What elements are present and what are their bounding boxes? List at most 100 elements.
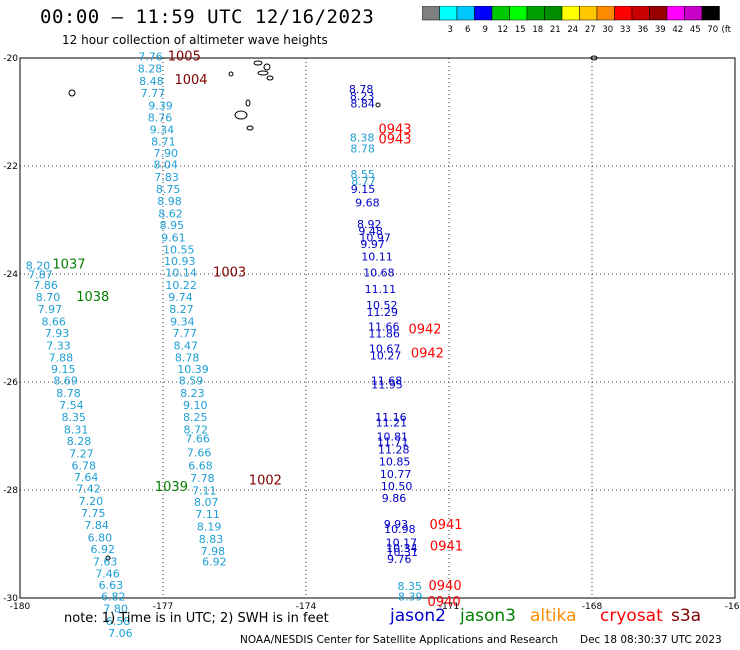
swh-label: 8.71 bbox=[151, 135, 176, 148]
swh-label: 10.68 bbox=[363, 267, 395, 280]
swh-label: 8.84 bbox=[350, 98, 375, 111]
swh-label: 9.93 bbox=[384, 518, 409, 531]
swh-label: 9.76 bbox=[387, 553, 412, 566]
color-swatch bbox=[701, 6, 720, 21]
color-swatch bbox=[422, 6, 440, 21]
swh-label: 8.23 bbox=[180, 387, 205, 400]
map-frame bbox=[19, 57, 736, 599]
swh-label: 8.35 bbox=[61, 411, 86, 424]
island-outline bbox=[253, 60, 263, 66]
swh-label: 10.31 bbox=[387, 546, 419, 559]
scale-tick-label: 27 bbox=[585, 25, 596, 35]
swh-label: 7.77 bbox=[141, 87, 166, 100]
swh-label: 6.92 bbox=[202, 556, 227, 569]
scale-tick-label: 15 bbox=[515, 25, 526, 35]
swh-label: 10.14 bbox=[165, 267, 197, 280]
swh-label: 8.78 bbox=[349, 83, 374, 96]
scale-tick-label: 70 bbox=[707, 25, 718, 35]
swh-label: 8.28 bbox=[138, 63, 163, 76]
swh-label: 8.20 bbox=[26, 260, 51, 273]
swh-label: 1038 bbox=[76, 290, 109, 305]
swh-label: 8.55 bbox=[350, 168, 375, 181]
swh-label: 1039 bbox=[155, 480, 188, 495]
swh-label: 8.39 bbox=[398, 591, 423, 604]
swh-label: 7.27 bbox=[69, 448, 94, 461]
swh-label: 8.27 bbox=[169, 303, 194, 316]
swh-label: 6.68 bbox=[188, 459, 213, 472]
swh-label: 8.98 bbox=[157, 195, 182, 208]
scale-tick-label: 6 bbox=[465, 25, 470, 35]
color-swatch bbox=[596, 6, 615, 21]
swh-label: 10.17 bbox=[386, 537, 418, 550]
swh-label: 10.34 bbox=[386, 542, 418, 555]
swh-label: 8.78 bbox=[175, 351, 200, 364]
x-tick-label: -168 bbox=[582, 602, 603, 612]
swh-label: 7.97 bbox=[38, 303, 63, 316]
swh-label: 9.61 bbox=[161, 232, 186, 245]
swh-label: 11.28 bbox=[378, 443, 410, 456]
swh-label: 10.98 bbox=[384, 523, 416, 536]
mission-label: altika bbox=[530, 606, 577, 626]
swh-label: 10.85 bbox=[379, 456, 411, 469]
swh-label: 7.87 bbox=[28, 268, 53, 281]
map-grid bbox=[19, 57, 736, 599]
swh-label: 0940 bbox=[429, 579, 462, 594]
page-title: 00:00 – 11:59 UTC 12/16/2023 bbox=[40, 6, 375, 28]
color-swatch bbox=[491, 6, 510, 21]
swh-label: 0941 bbox=[430, 539, 463, 554]
scale-tick-label: 45 bbox=[690, 25, 701, 35]
swh-label: 10.77 bbox=[380, 468, 412, 481]
color-swatch bbox=[526, 6, 545, 21]
chart-subtitle: 12 hour collection of altimeter wave hei… bbox=[62, 33, 328, 47]
swh-label: 11.16 bbox=[375, 411, 407, 424]
swh-label: 7.63 bbox=[93, 556, 118, 569]
swh-label: 7.11 bbox=[192, 484, 217, 497]
scale-tick-label: 9 bbox=[483, 25, 488, 35]
island-outline bbox=[257, 70, 269, 76]
scale-tick-label: 36 bbox=[637, 25, 648, 35]
swh-label: 9.48 bbox=[358, 225, 383, 238]
y-tick-label: -30 bbox=[3, 594, 18, 604]
swh-label: 7.80 bbox=[103, 603, 128, 616]
swh-label: 8.66 bbox=[41, 315, 65, 328]
swh-label: 8.95 bbox=[160, 219, 185, 232]
swh-label: 10.81 bbox=[377, 430, 409, 443]
swh-label: 10.39 bbox=[177, 363, 209, 376]
swh-label: 7.86 bbox=[33, 279, 58, 292]
swh-label: 11.21 bbox=[376, 416, 408, 429]
swh-label: 7.98 bbox=[201, 545, 226, 558]
swh-label: 9.34 bbox=[150, 124, 175, 137]
swh-label: 0941 bbox=[429, 518, 462, 533]
swh-label: 6.80 bbox=[88, 531, 113, 544]
swh-label: 6.78 bbox=[71, 459, 96, 472]
swh-label: 7.06 bbox=[108, 627, 133, 640]
swh-label: 0943 bbox=[378, 132, 411, 147]
swh-label: 9.97 bbox=[360, 238, 385, 251]
island-outlines bbox=[68, 55, 598, 561]
swh-label: 10.67 bbox=[369, 342, 401, 355]
swh-label: 1037 bbox=[52, 258, 85, 273]
swh-label: 9.34 bbox=[170, 315, 195, 328]
swh-label: 1002 bbox=[249, 474, 282, 489]
scale-tick-label: 42 bbox=[672, 25, 683, 35]
scale-tick-label: 39 bbox=[655, 25, 666, 35]
swh-label: 7.42 bbox=[76, 483, 101, 496]
swh-label: 0943 bbox=[378, 123, 411, 138]
color-swatch bbox=[631, 6, 650, 21]
mission-label: cryosat bbox=[600, 606, 663, 626]
swh-label: 9.86 bbox=[382, 492, 407, 505]
axis-tick-labels: -180 -177 -174 -171 -168 -165 -20 -22 -24 -26 -28 -… bbox=[3, 54, 740, 612]
island-outline bbox=[266, 75, 274, 81]
swh-label: 11.68 bbox=[371, 375, 403, 388]
x-tick-label: -165 bbox=[725, 602, 740, 612]
swh-label: 7.78 bbox=[190, 472, 215, 485]
island-outline bbox=[245, 99, 251, 107]
swh-label: 9.10 bbox=[183, 399, 208, 412]
swh-label: 7.46 bbox=[95, 567, 120, 580]
color-swatch bbox=[439, 6, 458, 21]
swh-label: 7.76 bbox=[138, 51, 163, 64]
swh-label: 7.33 bbox=[46, 340, 71, 353]
swh-label: 8.70 bbox=[36, 291, 61, 304]
island-outline bbox=[375, 102, 381, 108]
